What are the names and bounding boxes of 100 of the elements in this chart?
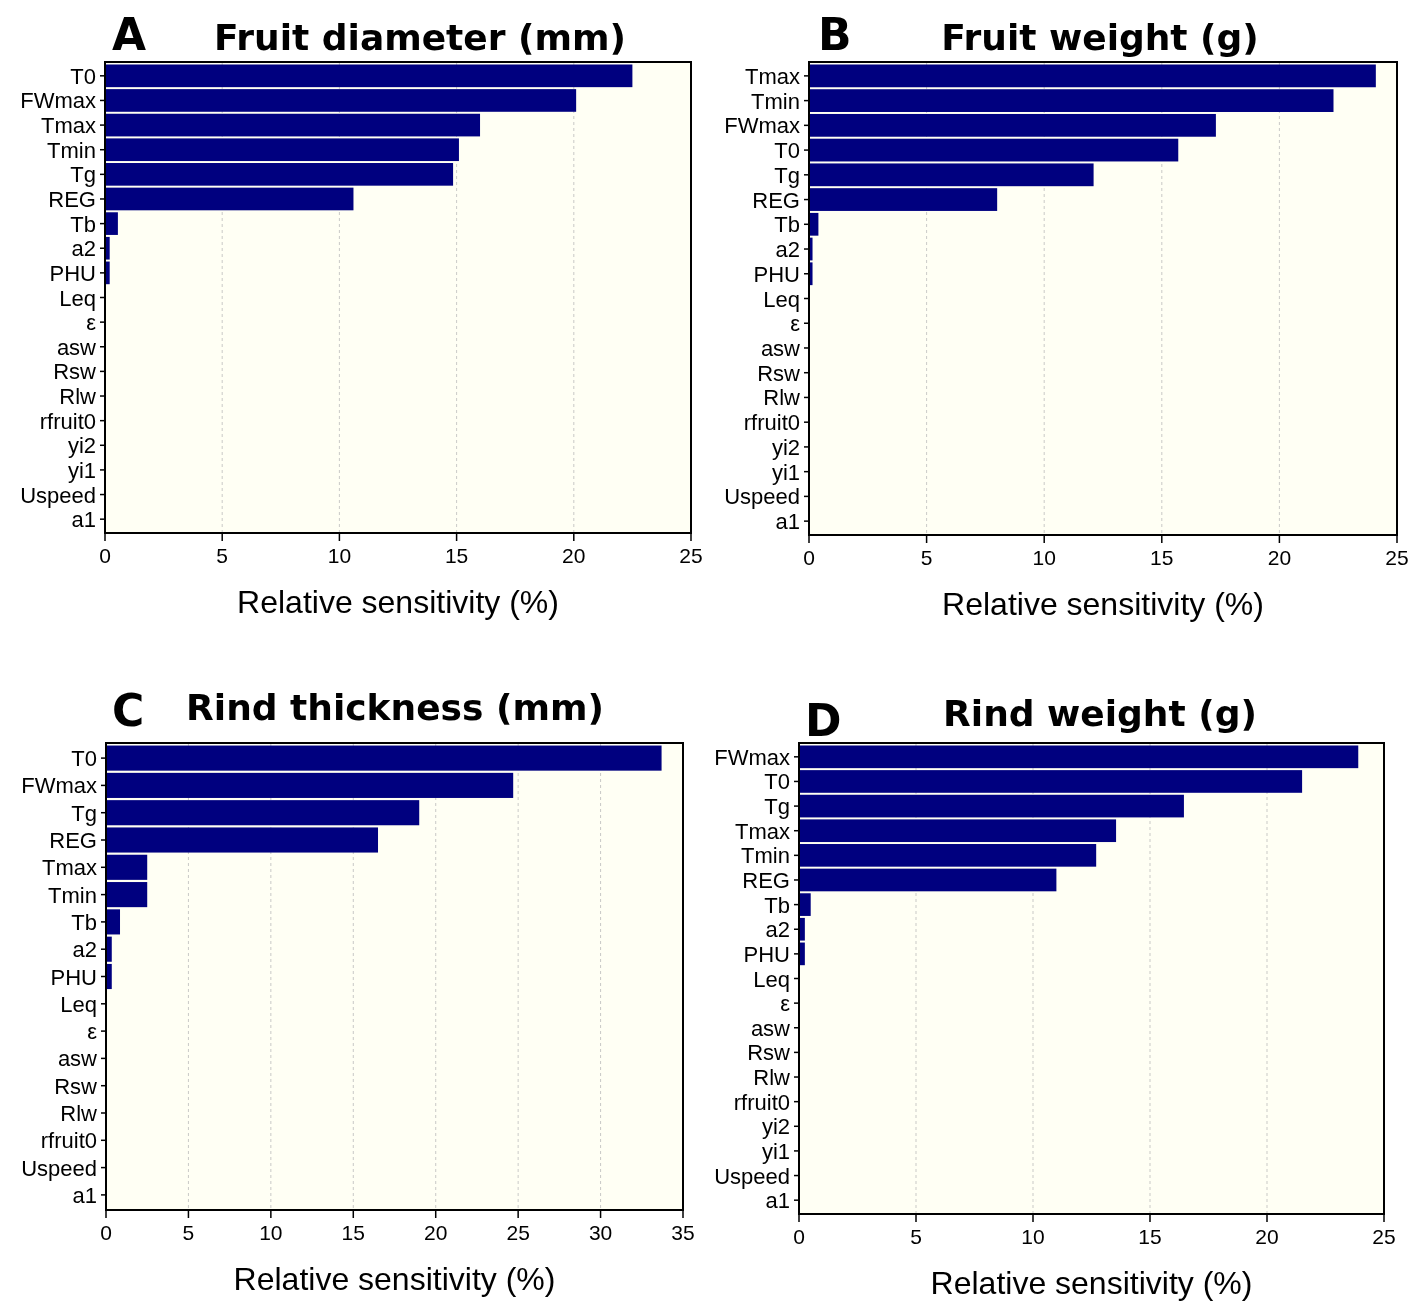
x-tick-label: 5 [910, 1225, 922, 1248]
y-tick-label: a2 [765, 917, 790, 943]
y-tick-label: PHU [49, 260, 96, 286]
x-tick-label: 10 [259, 1221, 283, 1244]
y-tick-label: FWmax [21, 773, 97, 799]
x-tick-label: 20 [1267, 546, 1292, 569]
bar [105, 212, 118, 235]
x-tick-label: 20 [424, 1221, 448, 1244]
y-tick-label: Tg [764, 794, 790, 820]
x-tick-label: 15 [444, 544, 469, 567]
bar [799, 844, 1097, 867]
annotation: D [805, 695, 842, 746]
y-tick-label: Tb [774, 212, 800, 238]
x-tick-label: 10 [1032, 546, 1056, 569]
y-tick-label: Uspeed [21, 1155, 97, 1181]
bar [799, 893, 811, 916]
y-tick-label: PHU [743, 941, 790, 967]
y-tick-label: asw [750, 1015, 791, 1041]
y-tick-label: Tb [71, 909, 97, 935]
x-tick-label: 5 [182, 1221, 195, 1244]
y-tick-label: Rlw [753, 1065, 791, 1091]
y-tick-label: REG [742, 867, 790, 893]
y-tick-label: Tmin [741, 843, 790, 869]
y-tick-label: REG [752, 187, 800, 213]
x-axis-title: Relative sensitivity (%) [942, 586, 1264, 622]
y-tick-label: Leq [753, 966, 790, 992]
chart-title: Fruit weight (g) [941, 17, 1259, 58]
chart-title: Rind weight (g) [943, 693, 1257, 734]
y-tick-label: yi2 [67, 433, 96, 459]
y-tick-label: Tmin [751, 88, 800, 114]
y-tick-label: a1 [72, 1182, 97, 1208]
y-tick-label: a2 [775, 237, 800, 263]
x-tick-label: 0 [99, 544, 111, 567]
x-axis-title: Relative sensitivity (%) [237, 584, 559, 620]
y-tick-label: Rsw [54, 1073, 98, 1099]
x-axis-title: Relative sensitivity (%) [233, 1261, 556, 1297]
y-tick-label: T0 [774, 138, 800, 164]
x-tick-label: 10 [327, 544, 352, 567]
y-tick-label: yi1 [761, 1138, 790, 1164]
y-tick-label: asw [57, 1046, 98, 1072]
y-tick-label: Tg [774, 162, 800, 188]
bar [105, 64, 633, 88]
x-tick-label: 25 [506, 1221, 530, 1244]
x-tick-label: 15 [341, 1221, 365, 1244]
y-tick-label: Tmax [745, 63, 800, 89]
bar [105, 163, 454, 186]
y-tick-label: Rsw [747, 1040, 791, 1066]
y-tick-label: yi2 [771, 434, 800, 460]
x-tick-label: 25 [1372, 1225, 1396, 1248]
y-tick-label: yi1 [67, 457, 96, 483]
y-tick-label: rfruit0 [733, 1089, 790, 1115]
x-tick-label: 20 [1255, 1225, 1279, 1248]
bar [106, 800, 420, 826]
y-tick-label: ε [790, 311, 801, 337]
y-tick-label: yi1 [771, 459, 800, 485]
bar [105, 113, 481, 137]
x-tick-label: 25 [1385, 546, 1409, 569]
y-tick-label: Tb [764, 892, 790, 918]
bar [106, 882, 148, 908]
x-tick-label: 30 [588, 1221, 613, 1244]
y-tick-label: yi2 [761, 1114, 790, 1140]
y-tick-label: ε [780, 991, 791, 1017]
text: A [112, 9, 147, 60]
bar [106, 772, 514, 798]
bar [105, 187, 354, 211]
y-tick-label: Rsw [53, 359, 97, 385]
chart-title: Fruit diameter (mm) [214, 17, 626, 58]
x-tick-label: 15 [1138, 1225, 1162, 1248]
chart-title: Rind thickness (mm) [186, 687, 604, 728]
text: C [112, 685, 145, 736]
x-tick-label: 5 [920, 546, 933, 569]
y-tick-label: Rlw [59, 384, 97, 410]
y-tick-label: T0 [70, 63, 96, 89]
bar [799, 868, 1057, 892]
bar [106, 909, 121, 935]
y-tick-label: Tmax [42, 855, 97, 881]
y-tick-label: a1 [775, 509, 800, 535]
y-tick-label: Tg [71, 800, 97, 826]
y-tick-label: REG [48, 186, 96, 212]
x-tick-label: 25 [679, 544, 703, 567]
x-tick-label: 15 [1150, 546, 1174, 569]
y-tick-label: a2 [71, 236, 96, 262]
y-tick-label: Leq [60, 991, 97, 1017]
x-tick-label: 0 [793, 1225, 805, 1248]
x-tick-label: 10 [1021, 1225, 1045, 1248]
x-axis-title: Relative sensitivity (%) [930, 1265, 1253, 1301]
y-tick-label: Tmin [48, 882, 97, 908]
y-tick-label: a1 [71, 507, 96, 533]
y-tick-label: a2 [72, 937, 97, 963]
x-tick-label: 5 [216, 544, 229, 567]
x-tick-label: 0 [803, 546, 815, 569]
bar [106, 827, 379, 853]
y-tick-label: asw [56, 334, 97, 360]
y-tick-label: Tb [70, 211, 96, 237]
y-tick-label: a1 [765, 1188, 790, 1214]
bar [809, 89, 1334, 112]
y-tick-label: Leq [763, 286, 800, 312]
y-tick-label: T0 [71, 746, 97, 772]
bar [106, 854, 148, 880]
y-tick-label: Rsw [757, 360, 801, 386]
